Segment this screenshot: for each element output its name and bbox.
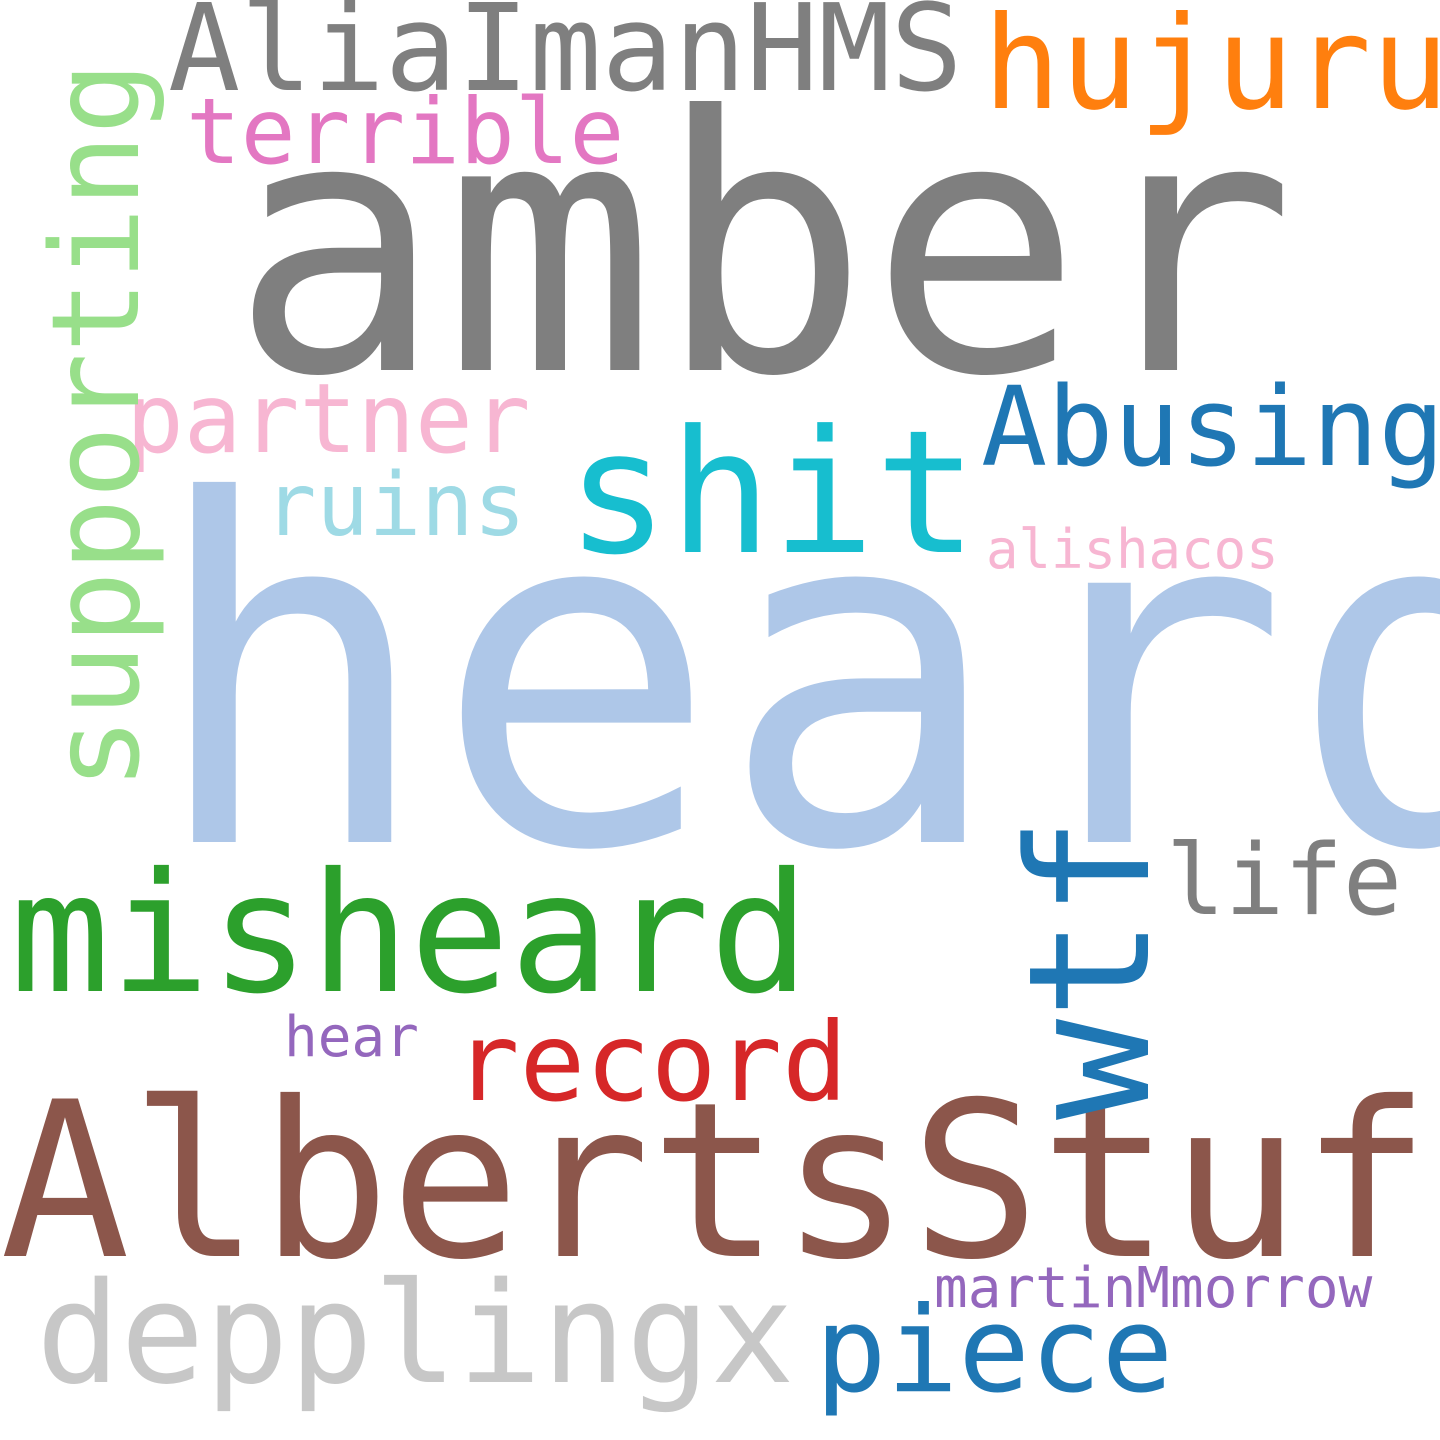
word-piece: piece xyxy=(815,1282,1174,1420)
word-record: record xyxy=(454,999,848,1126)
word-misheard: misheard xyxy=(10,838,810,1031)
word-life: life xyxy=(1166,824,1403,938)
word-albertsstuff: AlbertsStuff xyxy=(0,1056,1440,1307)
word-martinmmorrow: martinMmorrow xyxy=(934,1256,1373,1321)
word-ruins: ruins xyxy=(264,454,526,556)
word-alishacos: alishacos xyxy=(986,518,1279,581)
word-partner: partner xyxy=(126,363,531,475)
word-aliaimanhms: AliaImanHMS xyxy=(168,0,963,119)
word-supporting: supporting xyxy=(26,61,167,790)
word-shit: shit xyxy=(566,394,978,593)
word-abusing: Abusing xyxy=(981,363,1440,491)
word-wtf: wtf xyxy=(992,816,1188,1120)
word-hujuru: hujuru xyxy=(983,0,1440,139)
word-depplingx: depplingx xyxy=(36,1253,795,1416)
word-hear: hear xyxy=(284,1005,419,1070)
word-heard: heard xyxy=(148,402,1440,954)
word-terrible: terrible xyxy=(186,80,625,185)
word-amber: amber xyxy=(230,42,1296,454)
